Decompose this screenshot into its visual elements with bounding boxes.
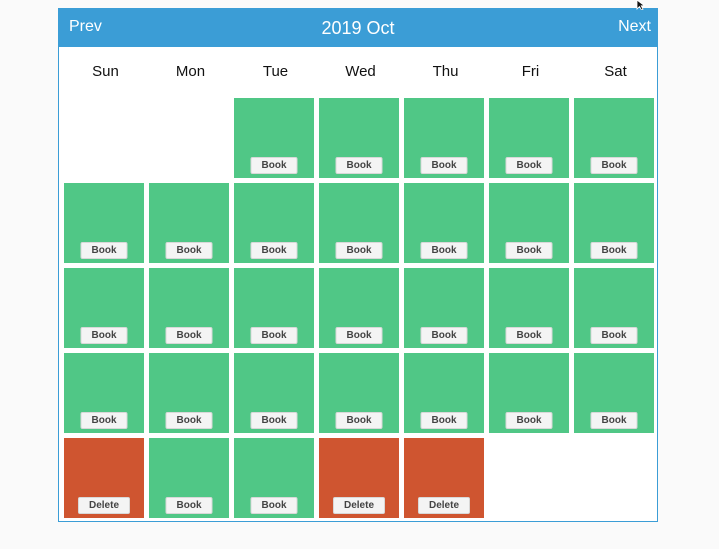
weekday-label-wed: Wed: [345, 63, 376, 80]
book-button[interactable]: Book: [335, 327, 383, 344]
book-button[interactable]: Book: [505, 242, 553, 259]
book-button[interactable]: Book: [420, 242, 468, 259]
book-button[interactable]: Book: [165, 242, 213, 259]
book-button[interactable]: Book: [505, 412, 553, 429]
day-cell-available[interactable]: Book: [149, 183, 229, 263]
day-cell-available[interactable]: Book: [319, 268, 399, 348]
book-button[interactable]: Book: [80, 412, 128, 429]
day-cell-available[interactable]: Book: [574, 353, 654, 433]
book-button[interactable]: Book: [250, 497, 298, 514]
delete-button[interactable]: Delete: [332, 497, 386, 514]
book-button[interactable]: Book: [335, 157, 383, 174]
day-cell-available[interactable]: Book: [574, 98, 654, 178]
prev-month-button[interactable]: Prev: [69, 18, 102, 35]
book-button[interactable]: Book: [80, 327, 128, 344]
book-button[interactable]: Book: [165, 327, 213, 344]
day-cell-available[interactable]: Book: [64, 268, 144, 348]
day-cell-available[interactable]: Book: [149, 268, 229, 348]
day-cell-available[interactable]: Book: [234, 268, 314, 348]
day-cell-available[interactable]: Book: [404, 98, 484, 178]
day-cell-booked[interactable]: Delete: [319, 438, 399, 518]
day-cell-available[interactable]: Book: [574, 268, 654, 348]
day-cell-available[interactable]: Book: [149, 353, 229, 433]
day-cell-booked[interactable]: Delete: [404, 438, 484, 518]
calendar: Prev 2019 Oct Next Sun Mon Tue Wed Thu F…: [58, 8, 658, 522]
day-cell-available[interactable]: Book: [234, 98, 314, 178]
book-button[interactable]: Book: [590, 327, 638, 344]
day-cell-available[interactable]: Book: [489, 183, 569, 263]
day-cell-available[interactable]: Book: [234, 353, 314, 433]
weekday-label-mon: Mon: [175, 63, 206, 80]
book-button[interactable]: Book: [420, 327, 468, 344]
calendar-header: Prev 2019 Oct Next: [59, 9, 657, 47]
weekday-label-sun: Sun: [92, 63, 119, 80]
book-button[interactable]: Book: [80, 242, 128, 259]
book-button[interactable]: Book: [505, 157, 553, 174]
weekday-row: Sun Mon Tue Wed Thu Fri Sat: [63, 63, 658, 83]
weekday-label-fri: Fri: [521, 63, 540, 80]
book-button[interactable]: Book: [420, 412, 468, 429]
day-cell-available[interactable]: Book: [404, 353, 484, 433]
day-cell-available[interactable]: Book: [64, 353, 144, 433]
weekday-label-sat: Sat: [604, 63, 627, 80]
day-cell-available[interactable]: Book: [64, 183, 144, 263]
book-button[interactable]: Book: [590, 412, 638, 429]
day-cell-available[interactable]: Book: [319, 98, 399, 178]
delete-button[interactable]: Delete: [417, 497, 471, 514]
day-cell-available[interactable]: Book: [234, 183, 314, 263]
month-title: 2019 Oct: [321, 18, 395, 38]
weekday-label-tue: Tue: [262, 63, 289, 80]
day-cell-available[interactable]: Book: [404, 183, 484, 263]
book-button[interactable]: Book: [250, 242, 298, 259]
day-cell-available[interactable]: Book: [149, 438, 229, 518]
book-button[interactable]: Book: [165, 497, 213, 514]
next-month-button[interactable]: Next: [618, 18, 651, 35]
mouse-cursor-icon: [636, 0, 646, 10]
book-button[interactable]: Book: [590, 242, 638, 259]
delete-button[interactable]: Delete: [77, 497, 131, 514]
book-button[interactable]: Book: [335, 242, 383, 259]
day-cell-available[interactable]: Book: [234, 438, 314, 518]
book-button[interactable]: Book: [250, 157, 298, 174]
day-cell-available[interactable]: Book: [404, 268, 484, 348]
day-cell-available[interactable]: Book: [319, 353, 399, 433]
book-button[interactable]: Book: [590, 157, 638, 174]
weekday-label-thu: Thu: [432, 63, 459, 80]
day-cell-available[interactable]: Book: [489, 353, 569, 433]
book-button[interactable]: Book: [335, 412, 383, 429]
book-button[interactable]: Book: [250, 327, 298, 344]
day-cell-available[interactable]: Book: [319, 183, 399, 263]
book-button[interactable]: Book: [505, 327, 553, 344]
day-cell-available[interactable]: Book: [574, 183, 654, 263]
book-button[interactable]: Book: [250, 412, 298, 429]
book-button[interactable]: Book: [420, 157, 468, 174]
day-cell-available[interactable]: Book: [489, 268, 569, 348]
book-button[interactable]: Book: [165, 412, 213, 429]
day-cell-available[interactable]: Book: [489, 98, 569, 178]
day-grid: Book Book Book Book Book Book Book Book Book Book…: [64, 98, 659, 523]
day-cell-booked[interactable]: Delete: [64, 438, 144, 518]
